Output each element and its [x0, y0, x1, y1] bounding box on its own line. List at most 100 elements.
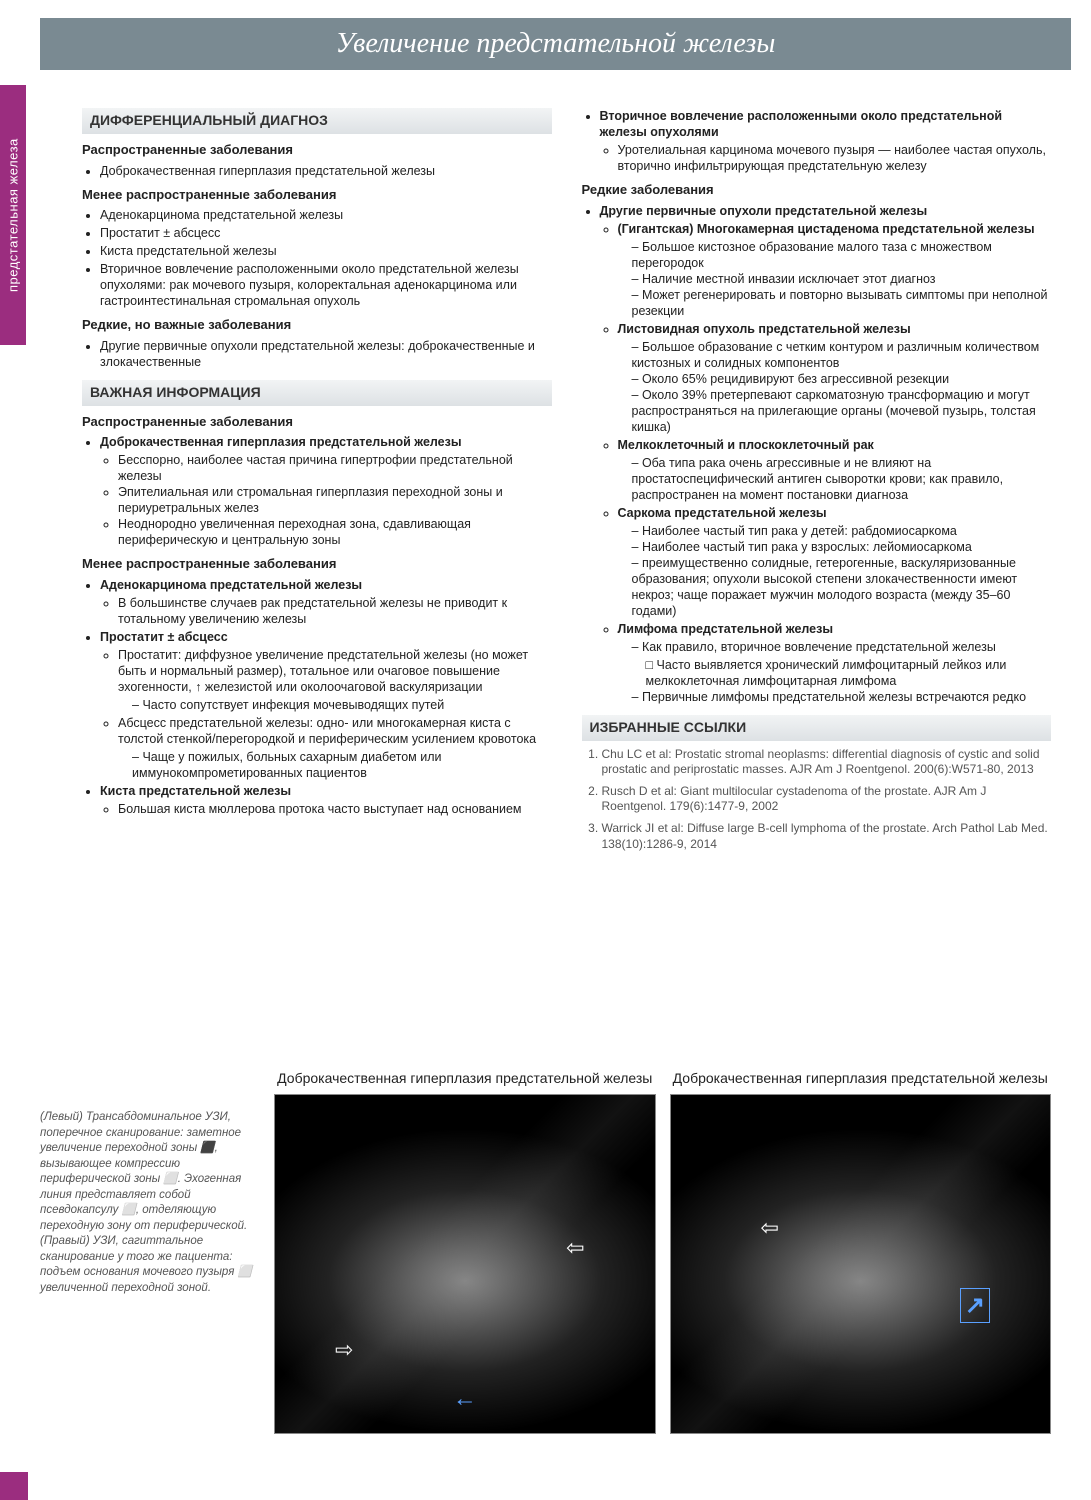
- list: Другие первичные опухоли предстательной …: [582, 203, 1052, 705]
- arrow-icon: ⇦: [761, 1215, 779, 1241]
- list-item: Вторичное вовлечение расположенными окол…: [100, 261, 552, 309]
- list-common: Доброкачественная гиперплазия предстател…: [82, 163, 552, 179]
- list-item: Около 39% претерпевают саркоматозную тра…: [632, 387, 1052, 435]
- bold-text: Лимфома предстательной железы: [618, 622, 834, 636]
- reference-item: Rusch D et al: Giant multilocular cystad…: [602, 784, 1052, 815]
- bold-text: Саркома предстательной железы: [618, 506, 827, 520]
- list: Вторичное вовлечение расположенными окол…: [582, 108, 1052, 174]
- list-item: Около 65% рецидивируют без агрессивной р…: [632, 371, 1052, 387]
- list-item: Аденокарцинома предстательной железы В б…: [100, 577, 552, 627]
- bold-text: Листовидная опухоль предстательной желез…: [618, 322, 911, 336]
- list-item: Доброкачественная гиперплазия предстател…: [100, 434, 552, 548]
- list: Аденокарцинома предстательной железы В б…: [82, 577, 552, 817]
- left-column: ДИФФЕРЕНЦИАЛЬНЫЙ ДИАГНОЗ Распространенны…: [82, 98, 552, 858]
- reference-item: Chu LC et al: Prostatic stromal neoplasm…: [602, 747, 1052, 778]
- bold-text: Другие первичные опухоли предстательной …: [600, 204, 928, 218]
- accent-corner: [0, 1472, 28, 1500]
- sublist: В большинстве случаев рак предстательной…: [100, 595, 552, 627]
- sublist: (Гигантская) Многокамерная цистаденома п…: [600, 221, 1052, 705]
- sublist: Наиболее частый тип рака у детей: рабдом…: [618, 523, 1052, 619]
- list-item: Может регенерировать и повторно вызывать…: [632, 287, 1052, 319]
- list-item: В большинстве случаев рак предстательной…: [118, 595, 552, 627]
- arrow-icon: ↗: [960, 1288, 990, 1323]
- section-diff-diagnosis: ДИФФЕРЕНЦИАЛЬНЫЙ ДИАГНОЗ: [82, 108, 552, 134]
- side-tab: предстательная железа: [0, 85, 26, 345]
- sublist: Оба типа рака очень агрессивные и не вли…: [618, 455, 1052, 503]
- subhead-less-common: Менее распространенные заболевания: [82, 187, 552, 204]
- sublist: Уротелиальная карцинома мочевого пузыря …: [600, 142, 1052, 174]
- list-item: Наиболее частый тип рака у детей: рабдом…: [632, 523, 1052, 539]
- list-item: Как правило, вторичное вовлечение предст…: [632, 639, 1052, 689]
- figure-right: Доброкачественная гиперплазия предстател…: [670, 1070, 1052, 1434]
- list-item: (Гигантская) Многокамерная цистаденома п…: [618, 221, 1052, 319]
- list-item: Часто сопутствует инфекция мочевыводящих…: [132, 697, 552, 713]
- list-item: Наличие местной инвазии исключает этот д…: [632, 271, 1052, 287]
- text: Как правило, вторичное вовлечение предст…: [642, 640, 996, 654]
- list-item: Первичные лимфомы предстательной железы …: [632, 689, 1052, 705]
- list-item: Абсцесс предстательной железы: одно- или…: [118, 715, 552, 781]
- list-item: Доброкачественная гиперплазия предстател…: [100, 163, 552, 179]
- list: Доброкачественная гиперплазия предстател…: [82, 434, 552, 548]
- page-title-band: Увеличение предстательной железы: [40, 18, 1071, 70]
- sublist: Часто выявляется хронический лимфоцитарн…: [632, 657, 1052, 689]
- list-item: Оба типа рака очень агрессивные и не вли…: [632, 455, 1052, 503]
- list-item: Большое образование с четким контуром и …: [632, 339, 1052, 371]
- sublist: Часто сопутствует инфекция мочевыводящих…: [118, 697, 552, 713]
- bold-text: (Гигантская) Многокамерная цистаденома п…: [618, 222, 1035, 236]
- figure-title: Доброкачественная гиперплазия предстател…: [277, 1070, 652, 1088]
- list-item: Неоднородно увеличенная переходная зона,…: [118, 516, 552, 548]
- list-rare: Другие первичные опухоли предстательной …: [82, 338, 552, 370]
- bold-text: Простатит ± абсцесс: [100, 630, 228, 644]
- sublist: Большое кистозное образование малого таз…: [618, 239, 1052, 319]
- sublist: Бесспорно, наиболее частая причина гипер…: [100, 452, 552, 548]
- bold-text: Аденокарцинома предстательной железы: [100, 578, 362, 592]
- sublist: Большая киста мюллерова протока часто вы…: [100, 801, 552, 817]
- figure-area: (Левый) Трансабдоминальное УЗИ, поперечн…: [40, 1070, 1051, 1434]
- sublist: Простатит: диффузное увеличение предстат…: [100, 647, 552, 781]
- list-item: Простатит: диффузное увеличение предстат…: [118, 647, 552, 713]
- list-item: Большая киста мюллерова протока часто вы…: [118, 801, 552, 817]
- list-item: Эпителиальная или стромальная гиперплази…: [118, 484, 552, 516]
- ultrasound-image-right: ⇦ ↗: [670, 1094, 1052, 1434]
- arrow-icon: ⇦: [566, 1235, 584, 1261]
- subhead-rare: Редкие заболевания: [582, 182, 1052, 199]
- arrow-icon: ⇨: [335, 1337, 353, 1363]
- ultrasound-image-left: ⇨ ⇦ ←: [274, 1094, 656, 1434]
- text: Простатит: диффузное увеличение предстат…: [118, 648, 528, 694]
- list-item: Большое кистозное образование малого таз…: [632, 239, 1052, 271]
- list-item: преимущественно солидные, гетерогенные, …: [632, 555, 1052, 619]
- arrow-icon: ←: [453, 1385, 477, 1413]
- list-item: Киста предстательной железы: [100, 243, 552, 259]
- list-item: Уротелиальная карцинома мочевого пузыря …: [618, 142, 1052, 174]
- list-less-common: Аденокарцинома предстательной железы Про…: [82, 207, 552, 309]
- list-item: Другие первичные опухоли предстательной …: [100, 338, 552, 370]
- sublist: Большое образование с четким контуром и …: [618, 339, 1052, 435]
- text: Абсцесс предстательной железы: одно- или…: [118, 716, 536, 746]
- section-key-info: ВАЖНАЯ ИНФОРМАЦИЯ: [82, 380, 552, 406]
- list-item: Простатит ± абсцесс Простатит: диффузное…: [100, 629, 552, 781]
- list-item: Мелкоклеточный и плоскоклеточный рак Оба…: [618, 437, 1052, 503]
- right-column: Вторичное вовлечение расположенными окол…: [582, 98, 1052, 858]
- list-item: Бесспорно, наиболее частая причина гипер…: [118, 452, 552, 484]
- list-item: Аденокарцинома предстательной железы: [100, 207, 552, 223]
- figure-title: Доброкачественная гиперплазия предстател…: [673, 1070, 1048, 1088]
- subhead-common: Распространенные заболевания: [82, 142, 552, 159]
- list-item: Простатит ± абсцесс: [100, 225, 552, 241]
- list-item: Листовидная опухоль предстательной желез…: [618, 321, 1052, 435]
- reference-list: Chu LC et al: Prostatic stromal neoplasm…: [582, 747, 1052, 853]
- bold-text: Мелкоклеточный и плоскоклеточный рак: [618, 438, 874, 452]
- list-item: Наиболее частый тип рака у взрослых: лей…: [632, 539, 1052, 555]
- subhead-rare-important: Редкие, но важные заболевания: [82, 317, 552, 334]
- list-item: Чаще у пожилых, больных сахарным диабето…: [132, 749, 552, 781]
- content-area: ДИФФЕРЕНЦИАЛЬНЫЙ ДИАГНОЗ Распространенны…: [82, 98, 1051, 858]
- list-item: Часто выявляется хронический лимфоцитарн…: [646, 657, 1052, 689]
- list-item: Вторичное вовлечение расположенными окол…: [600, 108, 1052, 174]
- subhead-common-2: Распространенные заболевания: [82, 414, 552, 431]
- bold-text: Вторичное вовлечение расположенными окол…: [600, 109, 1003, 139]
- list-item: Другие первичные опухоли предстательной …: [600, 203, 1052, 705]
- sublist: Как правило, вторичное вовлечение предст…: [618, 639, 1052, 705]
- subhead-less-common-2: Менее распространенные заболевания: [82, 556, 552, 573]
- list-item: Киста предстательной железы Большая кист…: [100, 783, 552, 817]
- sublist: Чаще у пожилых, больных сахарным диабето…: [118, 749, 552, 781]
- figure-caption: (Левый) Трансабдоминальное УЗИ, поперечн…: [40, 1070, 260, 1434]
